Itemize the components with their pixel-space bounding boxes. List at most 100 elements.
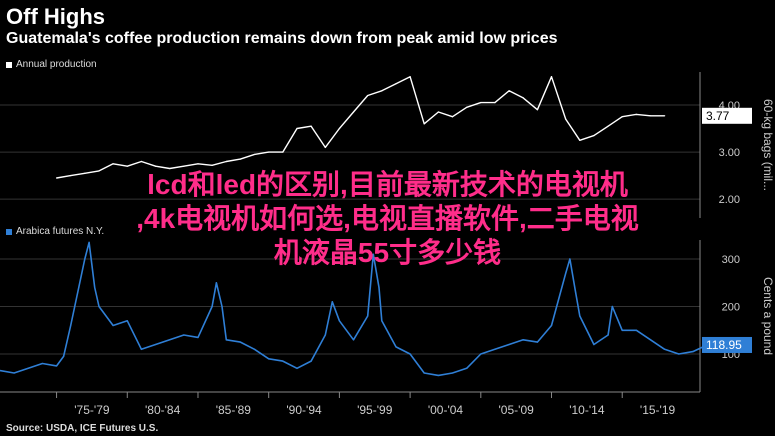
legend-label: Arabica futures N.Y.	[16, 226, 105, 237]
legend-swatch-blue	[6, 228, 12, 235]
legend-label: Annual production	[16, 59, 97, 70]
data-point	[239, 341, 242, 343]
data-point	[522, 339, 524, 341]
data-point	[296, 127, 298, 130]
data-point	[508, 343, 510, 346]
last-value-box	[702, 107, 752, 124]
data-point	[649, 115, 652, 117]
source-note: Source: USDA, ICE Futures U.S.	[6, 423, 159, 434]
data-point	[536, 109, 538, 111]
y-tick-label: 2.00	[719, 194, 740, 206]
data-point	[215, 282, 217, 284]
data-point	[183, 334, 185, 336]
data-point	[395, 346, 397, 348]
data-point	[169, 167, 171, 170]
data-point	[98, 170, 100, 172]
data-point	[423, 372, 425, 374]
overlay-text-line-1: lcd和led的区别,目前最新技术的电视机	[147, 169, 628, 200]
data-point	[140, 160, 143, 163]
x-tick-label: '00-'04	[428, 403, 464, 417]
data-point	[239, 158, 242, 160]
data-point	[378, 286, 380, 289]
data-point	[607, 125, 609, 127]
data-point	[635, 329, 637, 331]
x-tick-label: '80-'84	[145, 403, 181, 417]
last-value-box	[702, 336, 752, 353]
data-point	[437, 374, 439, 376]
x-tick-label: '15-'19	[640, 403, 676, 417]
data-point	[381, 320, 383, 322]
data-point	[98, 305, 100, 308]
data-point	[574, 291, 577, 293]
data-point	[352, 339, 355, 341]
data-point	[331, 301, 333, 303]
data-point	[296, 367, 298, 369]
data-point	[41, 362, 44, 365]
data-point	[437, 111, 439, 113]
data-point	[367, 94, 369, 97]
x-tick-label: '90-'94	[286, 403, 322, 417]
data-point	[607, 334, 609, 336]
data-point	[569, 258, 571, 260]
data-point	[0, 370, 1, 372]
data-point	[154, 165, 157, 167]
data-point	[253, 153, 256, 156]
data-point	[550, 324, 553, 327]
legend-swatch-white	[6, 61, 12, 68]
data-point	[197, 163, 199, 165]
data-point	[324, 146, 326, 148]
data-point	[55, 365, 58, 367]
data-point	[381, 90, 383, 92]
data-point	[84, 172, 86, 174]
data-point	[611, 305, 613, 308]
y-axis-label: Cents a pound	[761, 277, 775, 355]
data-point	[154, 343, 157, 346]
data-point	[27, 367, 29, 369]
x-tick-label: '95-'99	[357, 403, 393, 417]
x-tick-label: '75-'79	[74, 403, 110, 417]
data-point	[536, 341, 538, 343]
data-point	[282, 151, 284, 153]
data-point	[372, 253, 374, 255]
data-point	[352, 111, 355, 113]
data-point	[221, 305, 223, 308]
data-point	[70, 175, 72, 177]
data-point	[409, 353, 411, 355]
y-axis-label: 60-kg bags (mil...	[761, 99, 775, 191]
data-point	[664, 348, 666, 350]
legend-arabica-futures: Arabica futures N.Y.	[6, 226, 104, 237]
data-point	[126, 165, 128, 167]
data-point	[451, 372, 454, 374]
data-point	[310, 125, 312, 127]
data-point	[621, 116, 623, 118]
data-point	[494, 102, 496, 104]
data-point	[593, 134, 595, 137]
x-tick-label: '85-'89	[216, 403, 252, 417]
data-point	[579, 315, 581, 317]
data-point	[268, 358, 270, 360]
data-point	[225, 160, 227, 163]
data-point	[621, 329, 623, 331]
data-point	[466, 106, 468, 108]
overlay-text-line-3: 机液晶55寸多少钱	[273, 237, 502, 268]
y-tick-label: 3.00	[719, 147, 740, 159]
data-point	[367, 315, 369, 317]
data-point	[70, 324, 72, 327]
data-point	[13, 372, 15, 374]
overlay-text-line-2: ,4k电视机如何选,电视直播软件,二手电视	[136, 203, 639, 234]
data-point	[55, 177, 58, 179]
data-point	[593, 343, 595, 346]
data-point	[169, 339, 171, 341]
data-point	[94, 286, 96, 289]
y-tick-label: 200	[722, 302, 740, 314]
series-line	[56, 75, 665, 179]
series-line	[0, 241, 708, 377]
top-panel: 2.003.004.003.77 60-kg bags (mil...	[0, 72, 775, 218]
y-tick-label: 300	[722, 254, 740, 266]
data-point	[63, 355, 65, 357]
data-point	[324, 334, 326, 336]
data-point	[126, 320, 128, 322]
data-point	[451, 116, 454, 118]
